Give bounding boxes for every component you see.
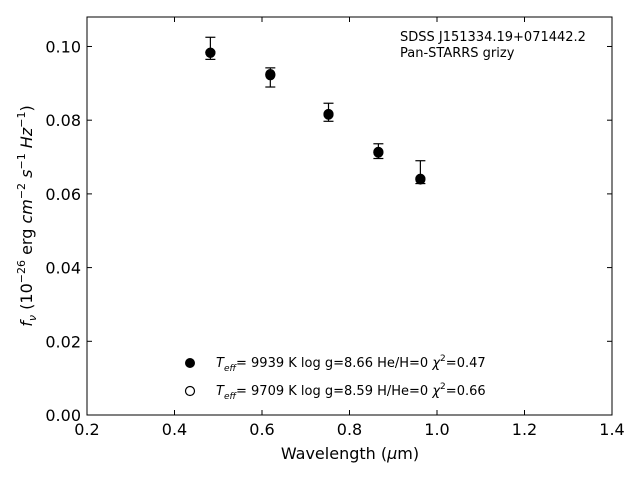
annotation-survey: Pan-STARRS grizy <box>400 46 515 61</box>
x-tick-label: 1.0 <box>424 420 449 439</box>
data-points <box>205 47 426 185</box>
y-tick-label: 0.04 <box>45 259 81 278</box>
y-tick-label: 0.08 <box>45 111 81 130</box>
legend-comp-1: He/H=0 <box>377 356 428 371</box>
model-point-open <box>265 69 276 80</box>
y-tick-label: 0.02 <box>45 332 81 351</box>
legend-marker-filled <box>185 358 195 368</box>
legend-chi2-2: 0.66 <box>457 384 486 399</box>
x-tick-label: 0.8 <box>337 420 362 439</box>
x-tick-label: 0.4 <box>162 420 187 439</box>
y-tick-label: 0.06 <box>45 185 81 204</box>
model-point-open <box>415 173 426 184</box>
y-tick-label: 0.00 <box>45 406 81 425</box>
legend: Teff= 9939 K log g=8.66 He/H=0 χ2=0.47 T… <box>184 354 486 402</box>
legend-chi2-1: 0.47 <box>457 356 486 371</box>
legend-entry-2: Teff= 9709 K log g=8.59 H/He=0 χ2=0.66 <box>216 382 486 402</box>
svg-text:fν (10−26 erg cm−2 s−1 Hz−1): fν (10−26 erg cm−2 s−1 Hz−1) <box>15 105 39 326</box>
x-tick-label: 1.4 <box>599 420 624 439</box>
model-point-open <box>323 108 334 120</box>
legend-marker-open <box>184 385 196 397</box>
x-tick-label: 0.6 <box>249 420 274 439</box>
legend-teff-2: 9709 K <box>251 384 297 399</box>
x-tick-label: 0.2 <box>74 420 99 439</box>
annotation-object-name: SDSS J151334.19+071442.2 <box>400 30 586 45</box>
legend-entry-1: Teff= 9939 K log g=8.66 He/H=0 χ2=0.47 <box>216 354 486 374</box>
plot-area <box>86 16 613 416</box>
y-axis-label: fν (10−26 erg cm−2 s−1 Hz−1) <box>15 105 39 326</box>
y-tick-label: 0.10 <box>45 37 81 56</box>
legend-logg-1: 8.66 <box>344 356 373 371</box>
y-axis-ticks: 0.00 0.02 0.04 0.06 0.08 0.10 <box>45 37 612 425</box>
legend-comp-2: H/He=0 <box>377 384 428 399</box>
legend-teff-1: 9939 K <box>251 356 297 371</box>
legend-logg-2: 8.59 <box>344 384 373 399</box>
x-tick-label: 1.2 <box>512 420 537 439</box>
x-axis-label: Wavelength (μm) <box>281 444 419 463</box>
model-point-open <box>373 146 384 157</box>
model-point-open <box>205 47 216 58</box>
x-axis-ticks: 0.2 0.4 0.6 0.8 1.0 1.2 1.4 <box>74 17 625 439</box>
